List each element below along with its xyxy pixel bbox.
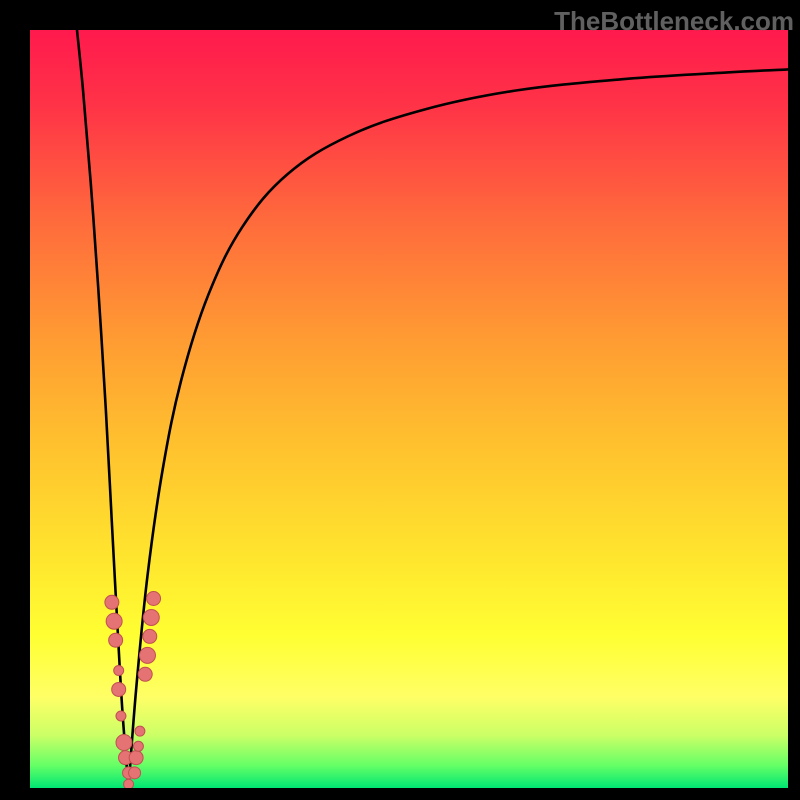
scatter-point [143, 609, 159, 625]
scatter-point [124, 779, 134, 788]
scatter-point [129, 767, 141, 779]
scatter-point [139, 647, 155, 663]
scatter-point [116, 711, 126, 721]
scatter-point [135, 726, 145, 736]
scatter-point [129, 751, 143, 765]
watermark-text: TheBottleneck.com [554, 6, 794, 37]
scatter-point [133, 741, 143, 751]
scatter-point [143, 629, 157, 643]
scatter-point [138, 667, 152, 681]
scatter-point [116, 735, 132, 751]
scatter-point [109, 633, 123, 647]
scatter-point [105, 595, 119, 609]
scatter-layer [30, 30, 788, 788]
scatter-point [112, 682, 126, 696]
scatter-point [114, 666, 124, 676]
scatter-point [106, 613, 122, 629]
plot-area [30, 30, 788, 788]
scatter-point [147, 592, 161, 606]
